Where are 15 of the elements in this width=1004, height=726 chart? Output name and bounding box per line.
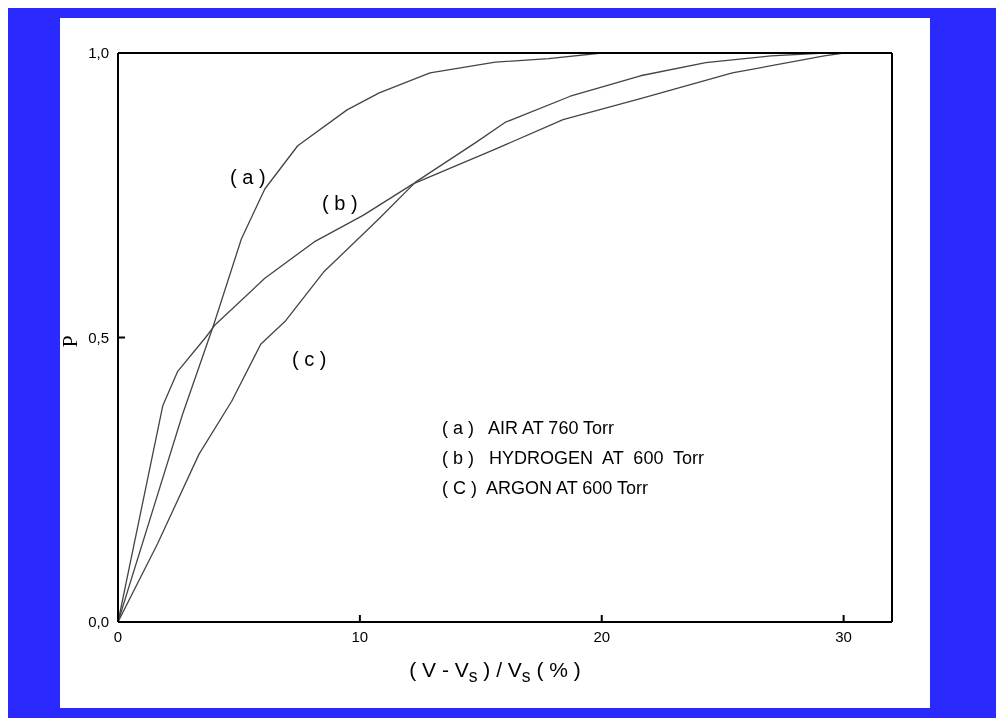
y-axis-title: P	[56, 335, 82, 348]
annotation: ( a ) AIR AT 760 Torr	[442, 417, 616, 440]
y-tick-label: 0,5	[88, 328, 109, 346]
series-label: ( c )	[292, 348, 327, 371]
x-tick-label: 0	[113, 627, 123, 645]
x-axis-title: ( V - V$_{s}$ ) / V$_{s}$ ( % )	[408, 658, 582, 688]
x-tick-label: 10	[351, 627, 369, 645]
series-label: ( a )	[230, 166, 266, 189]
annotation: ( b ) HYDROGEN AT 600 Torr	[442, 447, 705, 470]
x-tick-label: 30	[835, 627, 852, 645]
y-tick-label: 1,0	[88, 44, 109, 62]
y-tick-label: 0,0	[88, 613, 109, 631]
series-label: ( b )	[322, 192, 358, 215]
annotation: ( C ) ARGON AT 600 Torr	[442, 477, 650, 500]
x-tick-label: 20	[593, 627, 611, 645]
